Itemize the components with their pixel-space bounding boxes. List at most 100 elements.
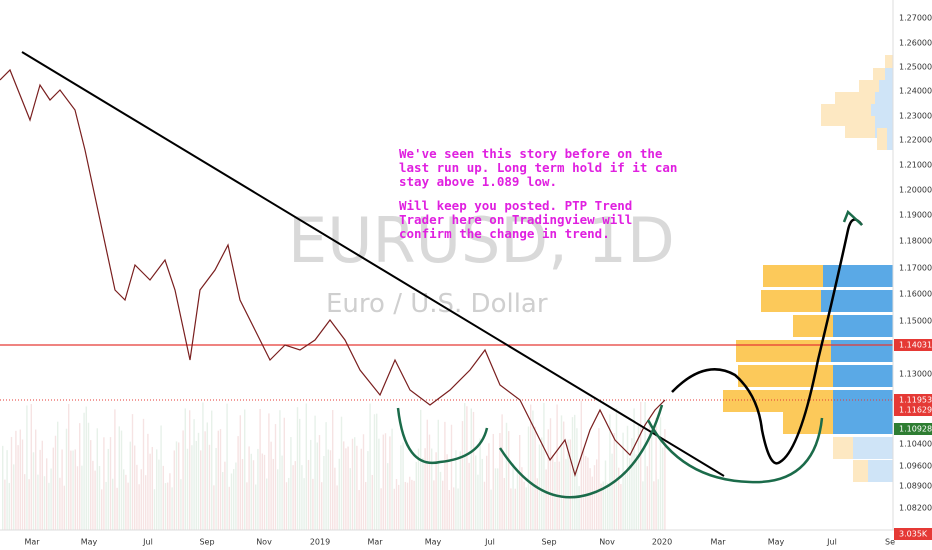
volume-bar (532, 410, 534, 530)
volume-bar (593, 465, 596, 530)
volume-bar (428, 434, 431, 530)
volume-bar (552, 455, 554, 530)
volume-bar (585, 455, 587, 530)
volume-bar (8, 482, 10, 530)
right-shoulder (646, 417, 824, 484)
profile-buy (723, 390, 833, 412)
volume-bar (296, 407, 299, 530)
volume-bar (329, 450, 332, 530)
time-label: Mar (367, 538, 383, 547)
volume-bar (211, 410, 213, 530)
volume-bar (123, 469, 125, 530)
volume-bar (85, 406, 87, 530)
time-label: Jul (826, 538, 837, 547)
price-axis-panel (893, 0, 932, 550)
volume-bar (351, 438, 354, 530)
volume-bar (576, 428, 578, 530)
volume-bar (191, 445, 193, 530)
time-label: Jul (484, 538, 495, 547)
volume-bar (10, 436, 13, 530)
volume-bar (120, 430, 123, 530)
volume-bar (204, 431, 206, 530)
volume-bar (380, 488, 382, 530)
volume-bar (153, 489, 156, 530)
profile-buy (885, 55, 893, 77)
price-tag-label: 1.10928 (899, 425, 932, 434)
volume-bar (43, 476, 46, 530)
left-shoulder (396, 407, 489, 465)
time-label: Nov (256, 538, 272, 547)
volume-bar (512, 463, 514, 530)
profile-buy (845, 116, 875, 138)
volume-bar (2, 445, 4, 530)
volume-bar (189, 410, 191, 530)
volume-bar (158, 459, 160, 530)
profile-buy (793, 315, 833, 337)
volume-bar (96, 428, 98, 530)
volume-bar (549, 418, 552, 530)
volume-bar (514, 488, 516, 530)
volume-bar (307, 459, 310, 530)
price-series (0, 68, 666, 478)
price-tag-label: 1.14031 (899, 341, 932, 350)
forecast-path (671, 218, 863, 465)
volume (2, 400, 666, 530)
volume-bar (46, 458, 48, 530)
volume-bar (345, 448, 347, 530)
watermark-symbol: EURUSD, 1D (288, 204, 675, 277)
profile-sell (831, 340, 893, 362)
volume-bar (83, 412, 85, 530)
volume-bar (497, 468, 499, 530)
volume-bar (109, 437, 112, 530)
volume-bar (54, 435, 57, 530)
profile-buy (783, 412, 833, 434)
volume-bar (101, 489, 103, 530)
volume-bar (376, 413, 378, 530)
volume-bar (74, 449, 76, 530)
volume-bar (468, 462, 470, 530)
volume-bar (314, 415, 316, 530)
volume-bar (217, 430, 219, 530)
volume-bar (316, 442, 318, 530)
volume-bar (413, 480, 415, 530)
volume-bar (360, 448, 362, 530)
annotation-line: We've seen this story before on the (399, 146, 663, 161)
volume-bar (283, 417, 285, 530)
volume-bar (477, 474, 479, 530)
volume-bar (28, 479, 30, 530)
volume-bar (398, 484, 400, 530)
volume-bar (79, 423, 81, 530)
price-tag (894, 528, 932, 540)
time-label: May (768, 538, 785, 547)
volume-bar (598, 428, 600, 530)
volume-bar (547, 429, 549, 530)
profile-buy (736, 340, 831, 362)
volume-bar (446, 454, 448, 530)
volume-bar (246, 482, 248, 530)
volume-bar (230, 473, 233, 530)
volume-bar (472, 411, 475, 530)
volume-bar (567, 439, 569, 530)
volume-bar (195, 440, 197, 530)
volume-bar (149, 453, 151, 530)
volume-bar (543, 402, 545, 530)
volume-bar (367, 451, 369, 530)
volume-bar (369, 403, 371, 530)
volume-bar (118, 426, 120, 530)
volume-bar (116, 487, 118, 530)
volume-bar (103, 437, 105, 530)
volume-bar (565, 458, 567, 530)
volume-bar (490, 489, 492, 530)
volume-bar (618, 467, 620, 530)
volume-bar (72, 450, 74, 530)
volume-bar (41, 440, 43, 530)
volume-bar (373, 414, 376, 530)
volume-bar (382, 434, 384, 530)
volume-bar (228, 486, 230, 530)
volume-bar (596, 459, 598, 530)
volume-bar (279, 410, 281, 530)
axes: 1.27000 1.26000 1.25000 1.24000 1.23000 1.220… (24, 14, 932, 547)
volume-bar (624, 472, 626, 530)
volume-bar (105, 481, 107, 530)
